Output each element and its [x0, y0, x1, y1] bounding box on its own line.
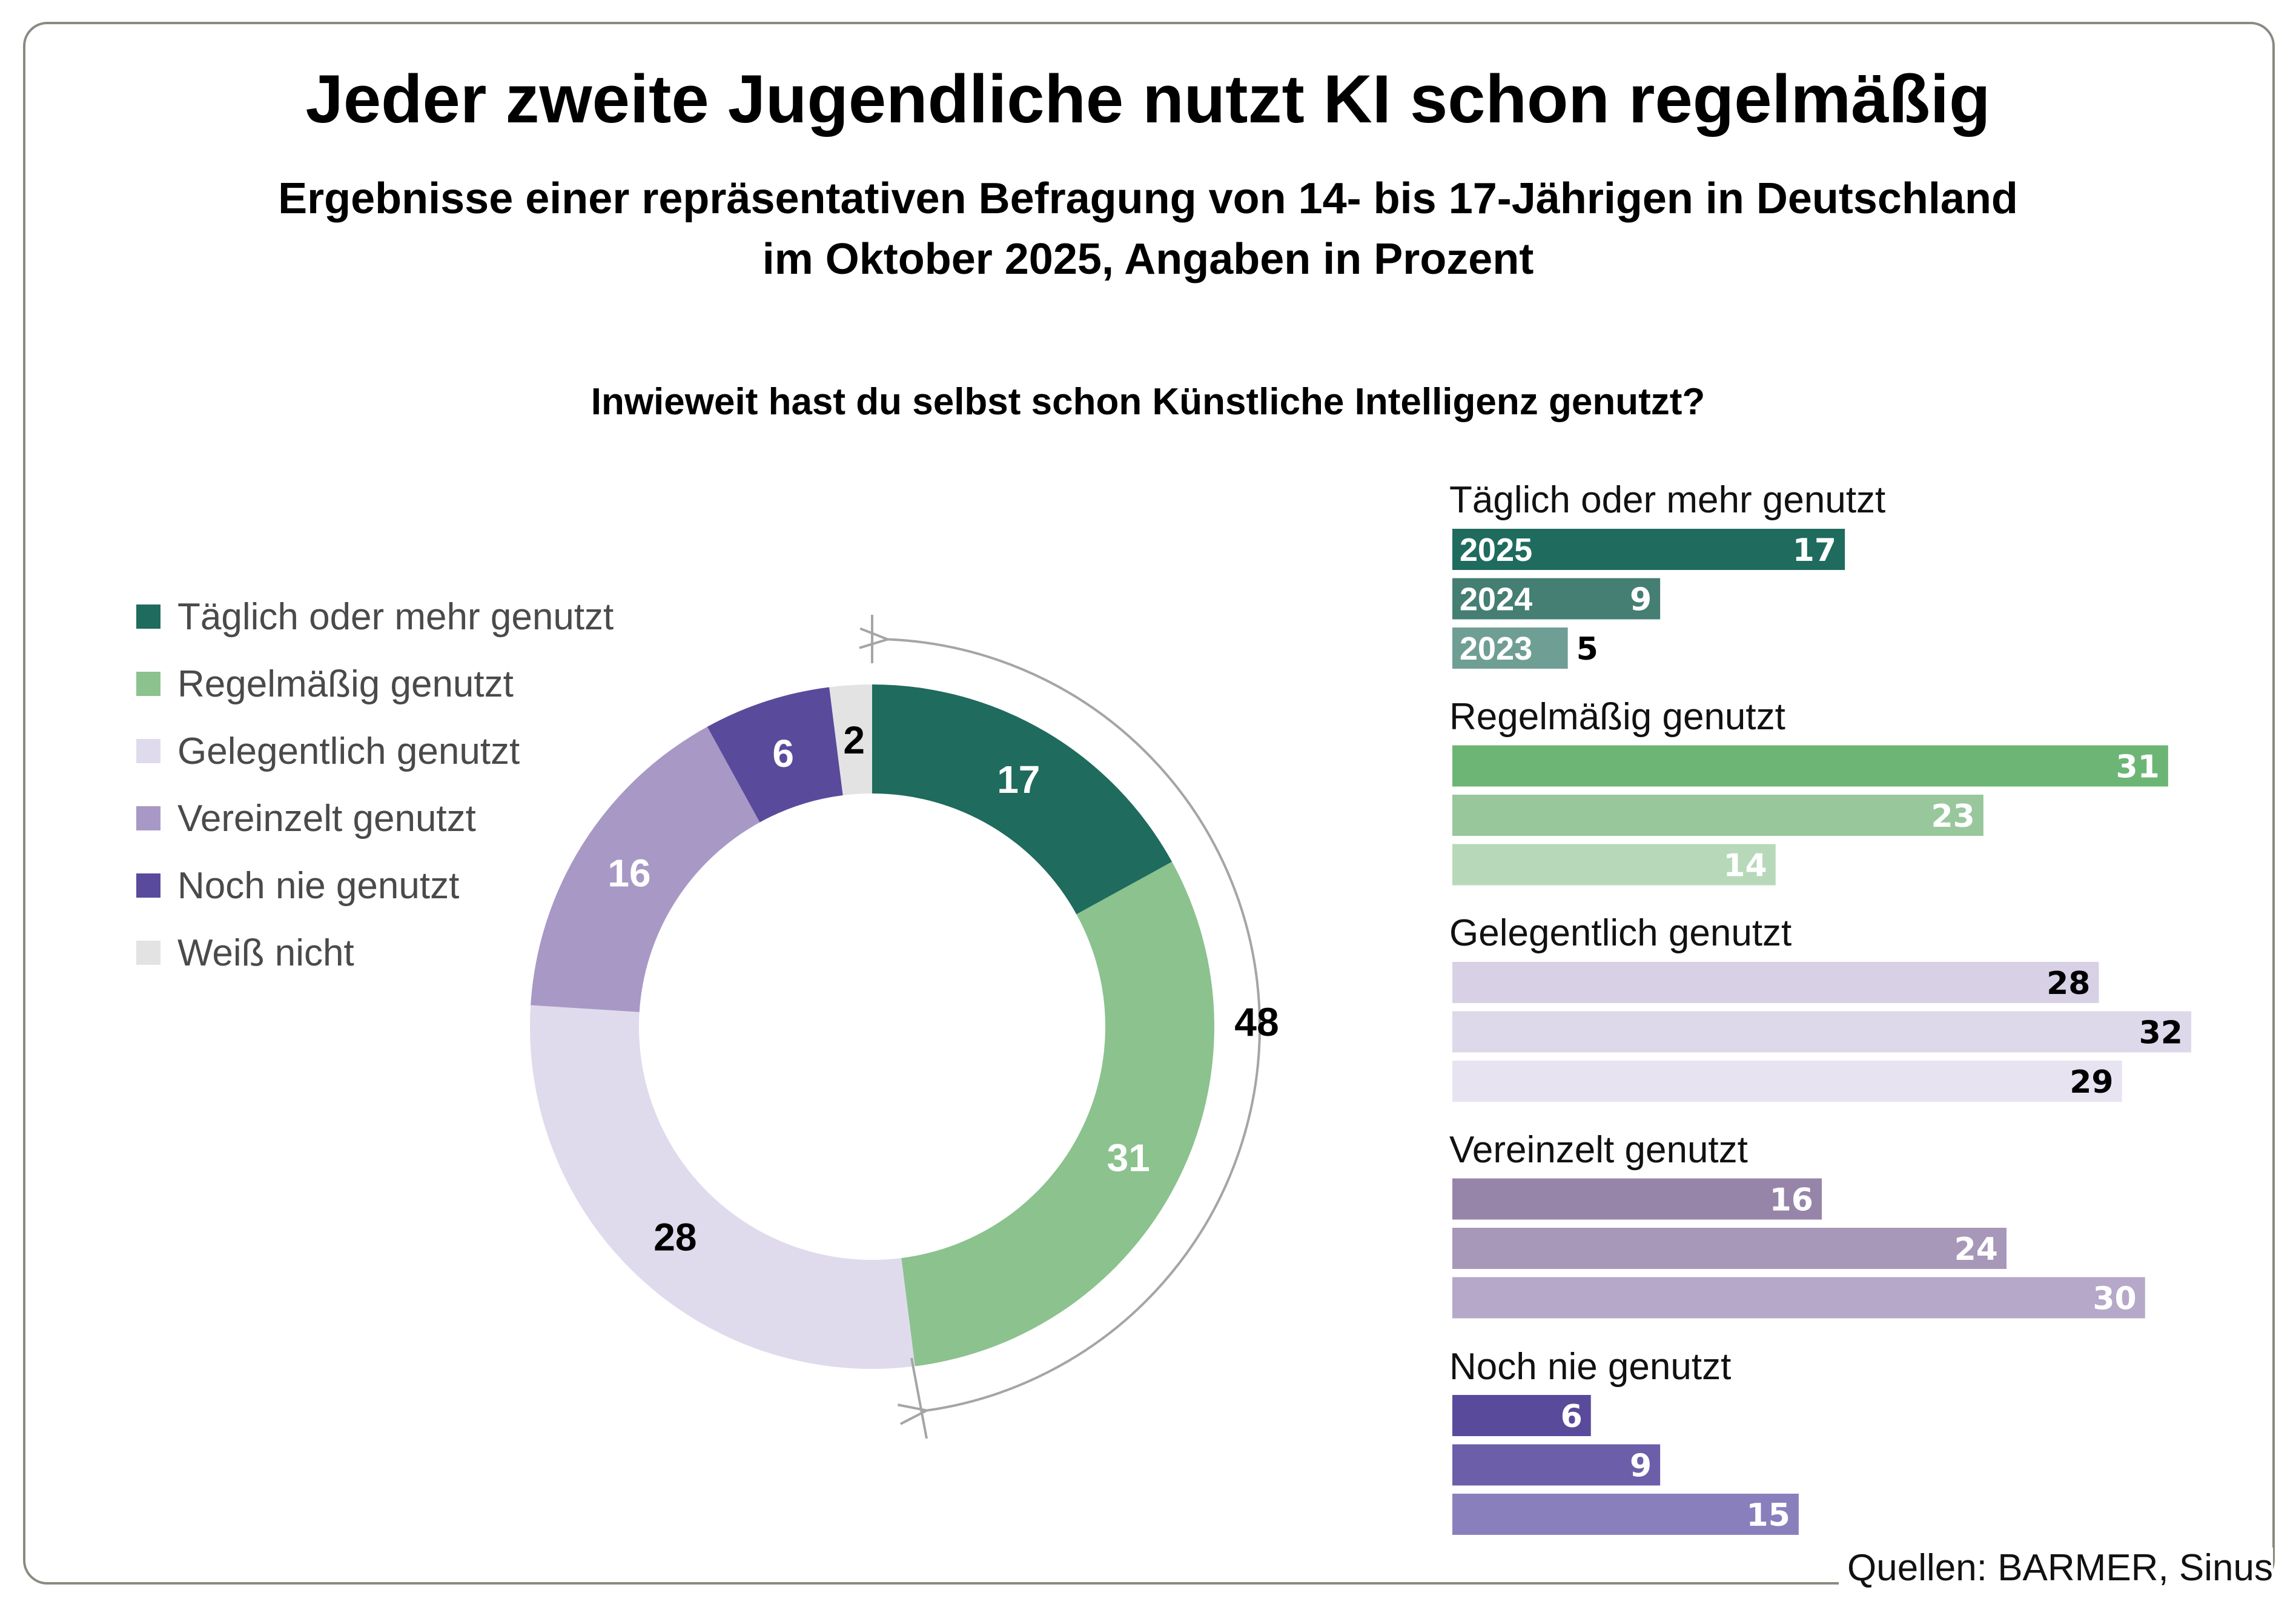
bar-noch-nie-genutzt-2025: [1452, 1395, 1591, 1436]
bar-noch-nie-genutzt-2023: [1452, 1494, 1799, 1535]
donut-label-taeglich-oder-mehr-genutzt: 17: [997, 758, 1040, 801]
bar-year-label-2023: 2023: [1460, 631, 1532, 667]
bar-group-title-vereinzelt: Vereinzelt genutzt: [1449, 1129, 1748, 1171]
legend-swatch-weiss-nicht: [136, 941, 160, 965]
bar-vereinzelt-genutzt-2024: [1452, 1228, 2007, 1269]
legend-swatch-nie: [136, 873, 160, 898]
bar-gelegentlich-genutzt-2025: [1452, 962, 2099, 1003]
bar-vereinzelt-genutzt-2025: [1452, 1178, 1822, 1220]
bar-regelmaessig-genutzt-2023: [1452, 844, 1776, 886]
bar-regelmaessig-genutzt-2025: [1452, 745, 2168, 787]
survey-question: Inwieweit hast du selbst schon Künstlich…: [591, 381, 1705, 423]
legend-label-regelmaessig: Regelmäßig genutzt: [177, 663, 514, 705]
bar-value-label-regelmaessig-genutzt-2024: 23: [1931, 798, 1975, 835]
bar-noch-nie-genutzt-2024: [1452, 1444, 1661, 1486]
bar-group-title-gelegentlich: Gelegentlich genutzt: [1449, 912, 1792, 954]
bar-value-label-vereinzelt-genutzt-2023: 30: [2093, 1281, 2136, 1317]
donut-label-vereinzelt-genutzt: 16: [607, 851, 650, 895]
bar-value-label-gelegentlich-genutzt-2025: 28: [2046, 965, 2090, 1002]
bracket-total-label: 48: [1234, 999, 1279, 1044]
donut-label-gelegentlich-genutzt: 28: [653, 1215, 696, 1259]
bar-value-label-noch-nie-genutzt-2024: 9: [1630, 1448, 1652, 1485]
donut-segment-taeglich-oder-mehr-genutzt: [872, 684, 1173, 915]
legend-item-weiss-nicht: Weiß nicht: [136, 929, 354, 977]
bar-value-label-regelmaessig-genutzt-2025: 31: [2116, 749, 2160, 786]
legend-swatch-taeglich: [136, 604, 160, 629]
legend-swatch-vereinzelt: [136, 806, 160, 830]
bar-value-label-regelmaessig-genutzt-2023: 14: [1723, 848, 1767, 884]
bar-value-label-noch-nie-genutzt-2023: 15: [1747, 1497, 1790, 1534]
bar-value-label-vereinzelt-genutzt-2024: 24: [1954, 1231, 1998, 1268]
bar-value-label-noch-nie-genutzt-2025: 6: [1561, 1399, 1583, 1435]
legend-label-weiss-nicht: Weiß nicht: [177, 932, 354, 974]
legend-item-taeglich: Täglich oder mehr genutzt: [136, 592, 614, 641]
bar-value-label-gelegentlich-genutzt-2023: 29: [2069, 1064, 2113, 1101]
chart-frame: [23, 22, 2275, 1585]
bar-value-label-taeglich-oder-mehr-genutzt-2024: 9: [1630, 582, 1652, 618]
bar-regelmaessig-genutzt-2024: [1452, 795, 1983, 836]
donut-segment-vereinzelt-genutzt: [531, 726, 760, 1012]
donut-label-regelmaessig-genutzt: 31: [1107, 1136, 1150, 1180]
bracket-arc: [888, 640, 1261, 1411]
legend-swatch-regelmaessig: [136, 672, 160, 696]
bar-gelegentlich-genutzt-2024: [1452, 1011, 2191, 1053]
legend-label-gelegentlich: Gelegentlich genutzt: [177, 730, 520, 772]
chart-subtitle-line2: im Oktober 2025, Angaben in Prozent: [762, 235, 1534, 283]
bar-taeglich-oder-mehr-genutzt-2023: [1452, 628, 1568, 669]
bar-year-label-2024: 2024: [1460, 581, 1532, 618]
bar-taeglich-oder-mehr-genutzt-2025: [1452, 529, 1845, 570]
chart-title: Jeder zweite Jugendliche nutzt KI schon …: [305, 61, 1991, 137]
bar-vereinzelt-genutzt-2023: [1452, 1277, 2145, 1319]
bar-group-title-nie: Noch nie genutzt: [1449, 1346, 1732, 1388]
bar-value-label-taeglich-oder-mehr-genutzt-2023: 5: [1576, 631, 1598, 667]
bar-value-label-vereinzelt-genutzt-2025: 16: [1770, 1182, 1813, 1219]
legend-label-taeglich: Täglich oder mehr genutzt: [177, 595, 614, 638]
legend-item-vereinzelt: Vereinzelt genutzt: [136, 794, 476, 843]
bar-group-title-regelmaessig: Regelmäßig genutzt: [1449, 696, 1785, 738]
legend-label-nie: Noch nie genutzt: [177, 864, 460, 907]
bar-value-label-taeglich-oder-mehr-genutzt-2025: 17: [1793, 532, 1836, 569]
source-note: Quellen: BARMER, Sinus: [1839, 1547, 2273, 1589]
legend-item-nie: Noch nie genutzt: [136, 861, 459, 910]
bar-value-label-gelegentlich-genutzt-2024: 32: [2139, 1015, 2183, 1052]
bar-gelegentlich-genutzt-2023: [1452, 1061, 2122, 1102]
legend-item-gelegentlich: Gelegentlich genutzt: [136, 727, 520, 775]
legend-item-regelmaessig: Regelmäßig genutzt: [136, 660, 514, 708]
donut-segment-gelegentlich-genutzt: [529, 1005, 915, 1370]
donut-label-noch-nie-genutzt: 6: [772, 732, 794, 775]
bar-year-label-2025: 2025: [1460, 532, 1532, 568]
donut-segment-regelmaessig-genutzt: [901, 861, 1214, 1366]
bar-group-title-taeglich: Täglich oder mehr genutzt: [1449, 479, 1886, 521]
legend-label-vereinzelt: Vereinzelt genutzt: [177, 797, 476, 840]
donut-segment-noch-nie-genutzt: [707, 687, 843, 823]
bar-taeglich-oder-mehr-genutzt-2024: [1452, 578, 1661, 620]
chart-subtitle-line1: Ergebnisse einer repräsentativen Befragu…: [278, 174, 2018, 223]
legend-swatch-gelegentlich: [136, 739, 160, 763]
